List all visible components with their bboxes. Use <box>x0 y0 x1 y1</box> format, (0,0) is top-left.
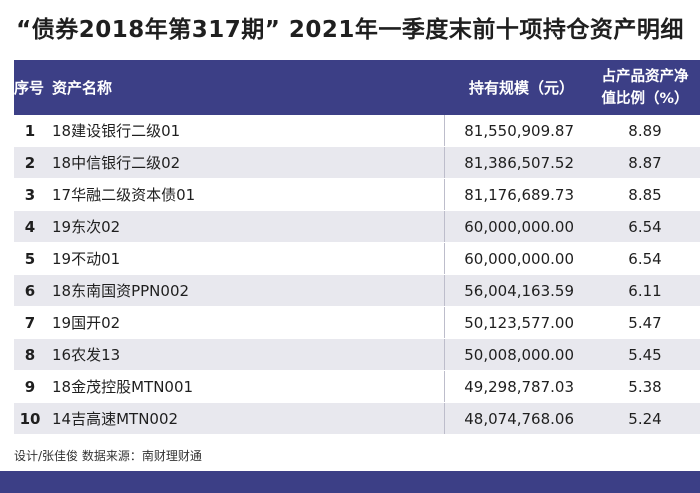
cell-amount: 81,386,507.52 <box>443 146 586 179</box>
cell-no: 8 <box>14 338 46 371</box>
table-row: 5 19不动01 60,000,000.00 6.54 <box>14 242 700 275</box>
cell-no: 2 <box>14 146 46 179</box>
header-ratio: 占产品资产净 值比例（%） <box>586 60 700 115</box>
table-row: 10 14吉高速MTN002 48,074,768.06 5.24 <box>14 402 700 435</box>
header-no: 序号 <box>14 60 46 115</box>
cell-asset-name: 18建设银行二级01 <box>46 115 444 147</box>
cell-asset-name: 16农发13 <box>46 338 444 371</box>
cell-amount: 60,000,000.00 <box>443 210 586 243</box>
table-row: 2 18中信银行二级02 81,386,507.52 8.87 <box>14 146 700 179</box>
cell-amount: 50,123,577.00 <box>443 306 586 339</box>
cell-no: 7 <box>14 306 46 339</box>
cell-no: 3 <box>14 178 46 211</box>
cell-no: 4 <box>14 210 46 243</box>
cell-asset-name: 14吉高速MTN002 <box>46 402 444 435</box>
table-row: 7 19国开02 50,123,577.00 5.47 <box>14 306 700 339</box>
cell-no: 9 <box>14 370 46 403</box>
cell-asset-name: 19不动01 <box>46 242 444 275</box>
table-header-row: 序号 资产名称 持有规模（元） 占产品资产净 值比例（%） <box>14 60 700 115</box>
cell-asset-name: 19东次02 <box>46 210 444 243</box>
holdings-table: 序号 资产名称 持有规模（元） 占产品资产净 值比例（%） 1 18建设银行二级0… <box>14 60 700 435</box>
cell-ratio: 5.47 <box>586 306 700 339</box>
cell-amount: 81,176,689.73 <box>443 178 586 211</box>
cell-amount: 49,298,787.03 <box>443 370 586 403</box>
cell-amount: 81,550,909.87 <box>443 115 586 147</box>
cell-amount: 50,008,000.00 <box>443 338 586 371</box>
cell-ratio: 5.38 <box>586 370 700 403</box>
table-row: 1 18建设银行二级01 81,550,909.87 8.89 <box>14 115 700 147</box>
page-title: “债券2018年第317期” 2021年一季度末前十项持仓资产明细 <box>16 17 684 43</box>
cell-ratio: 8.85 <box>586 178 700 211</box>
cell-ratio: 5.45 <box>586 338 700 371</box>
cell-no: 6 <box>14 274 46 307</box>
header-ratio-line2: 值比例（%） <box>601 90 689 107</box>
cell-ratio: 6.54 <box>586 210 700 243</box>
table-row: 9 18金茂控股MTN001 49,298,787.03 5.38 <box>14 370 700 403</box>
credits-footer: 设计/张佳俊 数据来源：南财理财通 <box>14 449 202 463</box>
cell-asset-name: 17华融二级资本债01 <box>46 178 444 211</box>
cell-no: 1 <box>14 115 46 147</box>
table-row: 6 18东南国资PPN002 56,004,163.59 6.11 <box>14 274 700 307</box>
cell-ratio: 6.54 <box>586 242 700 275</box>
table-row: 3 17华融二级资本债01 81,176,689.73 8.85 <box>14 178 700 211</box>
cell-amount: 56,004,163.59 <box>443 274 586 307</box>
cell-no: 5 <box>14 242 46 275</box>
cell-ratio: 5.24 <box>586 402 700 435</box>
header-ratio-line1: 占产品资产净 <box>601 68 689 85</box>
cell-ratio: 8.87 <box>586 146 700 179</box>
header-asset-name: 资产名称 <box>46 60 444 115</box>
cell-asset-name: 19国开02 <box>46 306 444 339</box>
table-row: 8 16农发13 50,008,000.00 5.45 <box>14 338 700 371</box>
header-amount: 持有规模（元） <box>444 60 586 115</box>
bottom-bar <box>0 471 700 493</box>
cell-amount: 48,074,768.06 <box>443 402 586 435</box>
cell-ratio: 8.89 <box>586 115 700 147</box>
cell-ratio: 6.11 <box>586 274 700 307</box>
table-row: 4 19东次02 60,000,000.00 6.54 <box>14 210 700 243</box>
cell-no: 10 <box>14 402 46 435</box>
cell-asset-name: 18东南国资PPN002 <box>46 274 444 307</box>
cell-amount: 60,000,000.00 <box>443 242 586 275</box>
cell-asset-name: 18金茂控股MTN001 <box>46 370 444 403</box>
cell-asset-name: 18中信银行二级02 <box>46 146 444 179</box>
